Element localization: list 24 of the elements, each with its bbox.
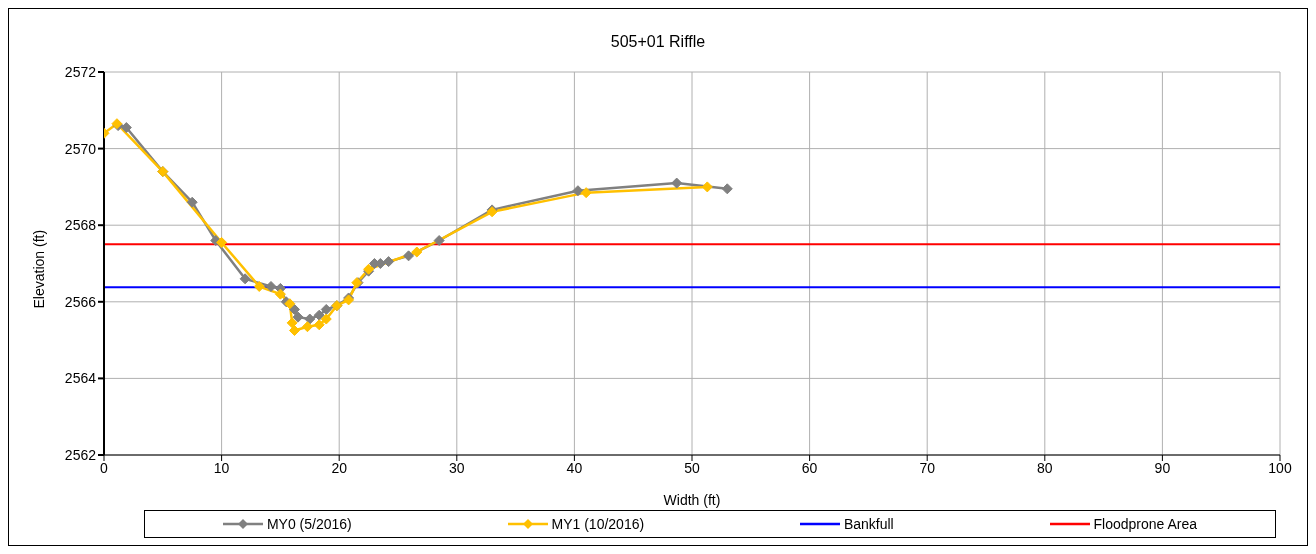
x-tick-label: 50: [684, 459, 700, 476]
y-tick-label: 2570: [64, 140, 97, 157]
x-tick-label: 30: [449, 459, 465, 476]
y-tick-label: 2564: [64, 370, 97, 387]
legend-label: Bankfull: [843, 516, 894, 532]
legend-label: MY1 (10/2016): [551, 516, 645, 532]
x-tick-label: 0: [100, 459, 109, 476]
y-tick-label: 2562: [64, 446, 97, 463]
chart-title: 505+01 Riffle: [609, 32, 707, 52]
y-tick-label: 2568: [64, 217, 97, 234]
legend-label: MY0 (5/2016): [266, 516, 352, 532]
y-tick-label: 2566: [64, 293, 97, 310]
y-tick-label: 2572: [64, 63, 97, 80]
x-tick-label: 40: [566, 459, 583, 476]
y-axis-title: Elevation (ft): [30, 229, 47, 309]
x-tick-label: 80: [1037, 459, 1053, 476]
x-tick-label: 90: [1154, 459, 1171, 476]
x-tick-label: 100: [1268, 459, 1292, 476]
x-tick-label: 70: [919, 459, 936, 476]
x-tick-label: 60: [801, 459, 818, 476]
x-axis-title: Width (ft): [663, 492, 721, 508]
x-tick-label: 20: [331, 459, 348, 476]
x-tick-label: 10: [213, 459, 230, 476]
legend-label: Floodprone Area: [1093, 516, 1198, 532]
